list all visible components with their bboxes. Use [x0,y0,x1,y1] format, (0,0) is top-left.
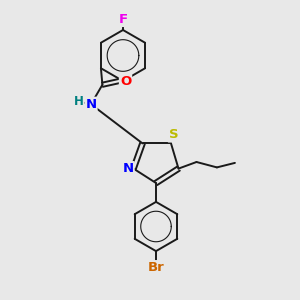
Text: H: H [74,95,83,108]
Text: N: N [122,162,134,175]
Text: S: S [169,128,178,142]
Text: O: O [120,75,131,88]
Text: N: N [85,98,97,111]
Text: Br: Br [148,261,164,274]
Text: F: F [118,13,127,26]
